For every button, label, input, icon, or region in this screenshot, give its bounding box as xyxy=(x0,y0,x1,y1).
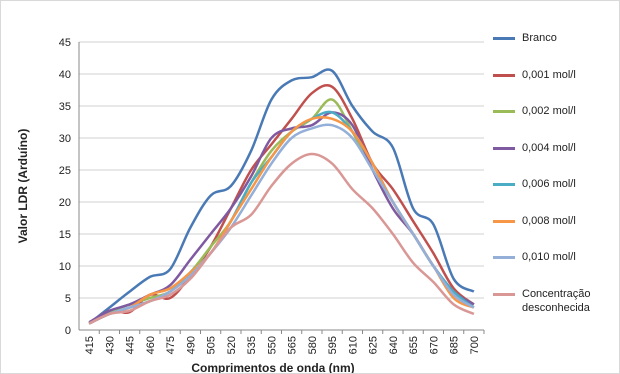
x-tick-label: 640 xyxy=(388,336,400,354)
y-tick-label: 35 xyxy=(59,101,71,113)
x-tick-label: 655 xyxy=(408,336,420,354)
legend-swatch xyxy=(493,146,515,150)
legend-label: 0,008 mol/l xyxy=(522,214,576,227)
x-tick-label: 580 xyxy=(307,336,319,354)
legend-swatch xyxy=(493,73,515,77)
y-tick-label: 10 xyxy=(59,261,71,273)
y-tick-label: 30 xyxy=(59,133,71,145)
legend-item: 0,006 mol/l xyxy=(493,177,614,191)
legend-item: 0,004 mol/l xyxy=(493,141,614,155)
x-tick-label: 430 xyxy=(104,336,116,354)
legend-swatch xyxy=(493,292,515,296)
legend-item: 0,001 mol/l xyxy=(493,68,614,82)
x-tick-label: 520 xyxy=(226,336,238,354)
legend-item: Concentração desconhecida xyxy=(493,287,614,315)
series-line xyxy=(88,68,475,325)
x-tick-label: 460 xyxy=(145,336,157,354)
x-tick-label: 670 xyxy=(428,336,440,354)
y-tick-label: 40 xyxy=(59,69,71,81)
x-tick-label: 625 xyxy=(368,336,380,354)
x-tick-label: 595 xyxy=(327,336,339,354)
legend-label: 0,006 mol/l xyxy=(522,178,576,190)
y-tick-label: 15 xyxy=(59,229,71,241)
legend-swatch xyxy=(493,37,515,40)
legend-swatch xyxy=(493,256,515,259)
legend-swatch xyxy=(493,183,515,186)
legend-item: Branco xyxy=(493,31,614,45)
x-tick-label: 505 xyxy=(206,336,218,354)
x-tick-label: 700 xyxy=(469,336,481,354)
legend-label: Branco xyxy=(522,32,557,44)
x-tick-label: 550 xyxy=(266,336,278,354)
legend-item: 0,010 mol/l xyxy=(493,250,614,264)
legend-item: 0,002 mol/l xyxy=(493,104,614,118)
legend-label: Concentração desconhecida xyxy=(522,287,591,314)
y-tick-label: 5 xyxy=(65,293,71,305)
legend-label: 0,004 mol/l xyxy=(522,141,576,154)
y-tick-label: 20 xyxy=(59,197,71,209)
x-tick-label: 490 xyxy=(185,336,197,354)
y-tick-label: 45 xyxy=(59,37,71,49)
y-tick-label: 25 xyxy=(59,165,71,177)
x-tick-label: 685 xyxy=(449,336,461,354)
legend-item: 0,008 mol/l xyxy=(493,214,614,228)
series-line xyxy=(88,152,475,325)
x-axis-title: Comprimentos de onda (nm) xyxy=(191,361,354,374)
x-tick-label: 610 xyxy=(347,336,359,354)
x-tick-label: 475 xyxy=(165,336,177,354)
legend-label: 0,002 mol/l xyxy=(522,105,576,117)
x-tick-label: 445 xyxy=(125,336,137,354)
legend-label: 0,010 mol/l xyxy=(522,251,576,263)
series-line xyxy=(88,84,475,325)
legend-swatch xyxy=(493,219,515,223)
x-tick-label: 535 xyxy=(246,336,258,354)
x-tick-label: 565 xyxy=(287,336,299,354)
legend-swatch xyxy=(493,110,515,113)
plot: Valor LDR (Arduíno) Comprimentos de onda… xyxy=(16,37,485,374)
legend-label: 0,001 mol/l xyxy=(522,68,576,81)
x-tick-label: 415 xyxy=(84,336,96,354)
y-tick-label: 0 xyxy=(65,325,71,337)
y-axis-title: Valor LDR (Arduíno) xyxy=(16,129,30,244)
